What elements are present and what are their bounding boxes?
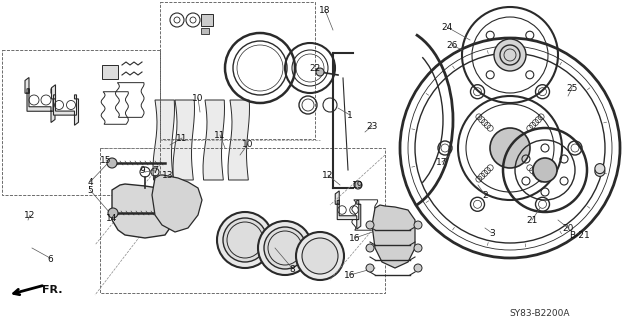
Circle shape	[533, 158, 557, 182]
Text: 16: 16	[349, 234, 361, 243]
Circle shape	[414, 264, 422, 272]
Text: B-21: B-21	[569, 230, 590, 239]
Text: 18: 18	[319, 5, 331, 14]
Text: 13: 13	[162, 171, 174, 180]
Text: 15: 15	[100, 156, 111, 164]
Text: 12: 12	[24, 211, 36, 220]
Circle shape	[223, 218, 267, 262]
Circle shape	[366, 264, 374, 272]
Text: 23: 23	[366, 122, 378, 131]
Text: 21: 21	[526, 215, 538, 225]
Text: 5: 5	[87, 186, 93, 195]
Circle shape	[296, 232, 344, 280]
Polygon shape	[228, 100, 250, 180]
Text: 11: 11	[176, 133, 188, 142]
Circle shape	[490, 128, 530, 168]
Text: 10: 10	[242, 140, 254, 148]
Polygon shape	[153, 100, 175, 180]
Text: 1: 1	[347, 110, 353, 119]
Text: 19: 19	[352, 180, 364, 189]
Text: 16: 16	[344, 270, 355, 279]
Text: 8: 8	[289, 266, 295, 275]
Text: 4: 4	[87, 178, 93, 187]
Polygon shape	[173, 100, 194, 180]
Circle shape	[302, 238, 338, 274]
Text: 12: 12	[322, 171, 334, 180]
Bar	[102, 65, 118, 79]
Text: 9: 9	[139, 165, 145, 174]
Bar	[201, 28, 209, 34]
Polygon shape	[152, 175, 202, 232]
Circle shape	[595, 164, 605, 174]
Text: 11: 11	[214, 131, 225, 140]
Text: 25: 25	[566, 84, 578, 92]
Text: 14: 14	[106, 213, 118, 222]
Circle shape	[108, 208, 118, 218]
Circle shape	[354, 181, 362, 189]
Text: 6: 6	[47, 255, 53, 265]
Polygon shape	[112, 184, 175, 238]
Circle shape	[414, 244, 422, 252]
Text: 26: 26	[447, 41, 458, 50]
Polygon shape	[52, 85, 78, 125]
Text: 3: 3	[489, 228, 495, 237]
Circle shape	[107, 158, 117, 168]
Circle shape	[595, 166, 605, 176]
Bar	[160, 2, 315, 139]
Polygon shape	[335, 191, 361, 229]
Text: 22: 22	[310, 63, 320, 73]
Text: 7: 7	[152, 165, 158, 174]
Circle shape	[414, 221, 422, 229]
Text: 2: 2	[482, 190, 488, 199]
Polygon shape	[203, 100, 224, 180]
Text: SY83-B2200A: SY83-B2200A	[510, 308, 570, 317]
Polygon shape	[372, 205, 415, 268]
Text: 17: 17	[436, 157, 448, 166]
Bar	[201, 14, 213, 26]
Text: FR.: FR.	[42, 285, 62, 295]
Circle shape	[217, 212, 273, 268]
Text: 10: 10	[192, 93, 204, 102]
Circle shape	[316, 68, 324, 76]
Text: 20: 20	[562, 223, 574, 233]
Circle shape	[264, 227, 306, 269]
Circle shape	[258, 221, 312, 275]
Bar	[100, 148, 385, 293]
Polygon shape	[25, 77, 55, 123]
Circle shape	[494, 39, 526, 71]
Bar	[2, 50, 160, 195]
Text: 24: 24	[441, 22, 453, 31]
Circle shape	[366, 244, 374, 252]
Circle shape	[366, 221, 374, 229]
